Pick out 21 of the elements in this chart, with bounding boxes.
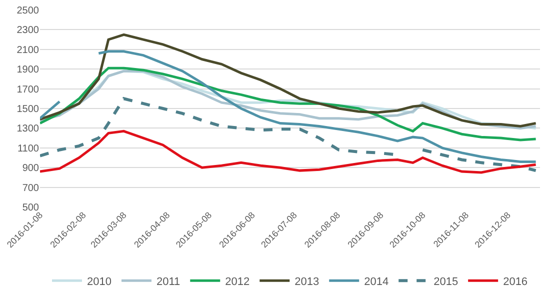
legend-label: 2013 xyxy=(294,276,320,288)
legend-label: 2012 xyxy=(225,276,250,288)
legend-label: 2014 xyxy=(364,276,389,288)
legend-label: 2010 xyxy=(87,276,112,288)
y-tick-label: 1300 xyxy=(16,124,40,135)
y-tick-label: 1100 xyxy=(17,143,40,154)
line-series xyxy=(40,66,538,142)
legend-label: 2011 xyxy=(156,276,180,288)
y-tick-label: 1900 xyxy=(16,64,40,76)
y-tick-label: 2100 xyxy=(16,44,40,56)
y-tick-label: 1700 xyxy=(16,84,40,96)
y-tick-label: 2500 xyxy=(16,6,40,16)
y-tick-label: 2300 xyxy=(16,25,40,36)
y-tick-label: 500 xyxy=(22,202,40,214)
legend-label: 2016 xyxy=(503,276,528,288)
line-series xyxy=(40,130,538,174)
y-tick-label: 900 xyxy=(22,163,40,174)
legend-label: 2015 xyxy=(434,276,458,288)
y-tick-label: 1500 xyxy=(16,104,40,115)
y-tick-label: 700 xyxy=(22,182,40,194)
line-series xyxy=(40,33,538,128)
